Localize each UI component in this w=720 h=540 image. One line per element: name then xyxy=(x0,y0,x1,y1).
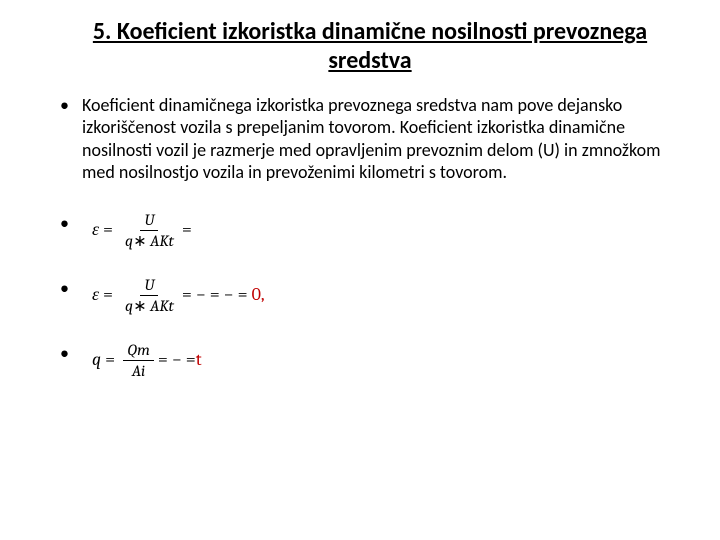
paragraph-item: Koeficient dinamičnega izkoristka prevoz… xyxy=(60,94,680,184)
equation-1: ε = U q∗ AKt = xyxy=(92,212,680,249)
eq3-den: Ai xyxy=(128,361,149,379)
eq2-lhs: ε xyxy=(92,284,99,307)
paragraph-text: Koeficient dinamičnega izkoristka prevoz… xyxy=(82,94,660,184)
eq2-den: q∗ AKt xyxy=(121,296,178,314)
slide: 5. Koeficient izkoristka dinamične nosil… xyxy=(0,0,720,427)
eq3-tail-a: = − = xyxy=(158,349,196,372)
equation-1-item: ε = U q∗ AKt = xyxy=(60,212,680,249)
eq1-lhs: ε xyxy=(92,219,99,242)
equals-sign: = xyxy=(99,219,117,242)
eq2-tail-a: = − = − = xyxy=(182,284,248,307)
equation-2-item: ε = U q∗ AKt = − = − = 0, xyxy=(60,277,680,314)
equals-sign: = xyxy=(101,349,119,372)
content-list: Koeficient dinamičnega izkoristka prevoz… xyxy=(60,94,680,379)
eq3-num: Qm xyxy=(123,342,154,361)
eq1-den: q∗ AKt xyxy=(121,231,178,249)
equation-3-item: q = Qm Ai = − = t xyxy=(60,342,680,379)
eq3-fraction: Qm Ai xyxy=(123,342,154,379)
equation-2: ε = U q∗ AKt = − = − = 0, xyxy=(92,277,680,314)
equals-sign: = xyxy=(99,284,117,307)
eq1-tail: = xyxy=(182,219,192,242)
eq3-lhs: q xyxy=(92,349,101,372)
slide-title: 5. Koeficient izkoristka dinamične nosil… xyxy=(60,18,680,76)
eq2-fraction: U q∗ AKt xyxy=(121,277,178,314)
eq1-num: U xyxy=(140,212,158,231)
eq3-tail-red: t xyxy=(196,349,202,372)
eq2-num: U xyxy=(140,277,158,296)
eq2-tail-red: 0, xyxy=(252,284,265,307)
equation-3: q = Qm Ai = − = t xyxy=(92,342,680,379)
eq1-fraction: U q∗ AKt xyxy=(121,212,178,249)
